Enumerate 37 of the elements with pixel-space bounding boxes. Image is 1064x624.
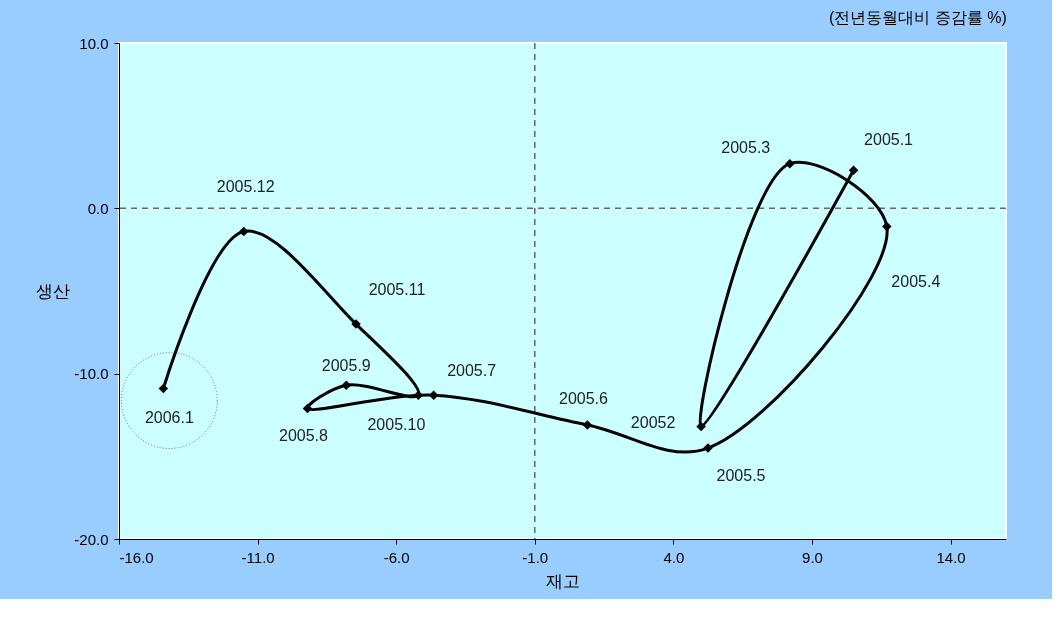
point bbox=[341, 380, 352, 390]
annotation: 2005.6 bbox=[558, 389, 609, 407]
y-axis-title: 생산 bbox=[35, 281, 70, 301]
annotation: 2005.9 bbox=[321, 357, 371, 375]
y-tick-label: 10.0 bbox=[79, 34, 109, 52]
annotation: 2005.3 bbox=[721, 138, 771, 156]
x-tick-label: 9.0 bbox=[802, 548, 823, 566]
y-tick-label: -20.0 bbox=[74, 530, 109, 548]
chart-title: (전년동월대비 증감률 %) bbox=[828, 9, 1007, 26]
x-tick-label: -11.0 bbox=[241, 548, 275, 566]
annotation: 2005.1 bbox=[864, 131, 914, 149]
x-tick-label: 4.0 bbox=[663, 548, 685, 566]
annotation: 2005.7 bbox=[447, 362, 497, 380]
x-tick-label: -6.0 bbox=[383, 548, 410, 566]
annotation: 2005.12 bbox=[216, 178, 275, 196]
point bbox=[238, 226, 249, 237]
x-axis-title: 재고 bbox=[546, 571, 580, 591]
annotation: 2005.5 bbox=[716, 467, 766, 485]
annotation: 2005.8 bbox=[279, 427, 329, 445]
point bbox=[848, 165, 859, 176]
point bbox=[882, 221, 892, 232]
x-tick-label: 14.0 bbox=[936, 548, 966, 566]
annotation: 20052 bbox=[630, 413, 676, 431]
y-tick-label: 0.0 bbox=[87, 199, 109, 217]
y-tick-label: -10.0 bbox=[74, 365, 109, 383]
point bbox=[785, 158, 795, 169]
point bbox=[582, 420, 593, 430]
annotation: 2005.10 bbox=[367, 416, 426, 434]
point bbox=[696, 421, 706, 432]
annotation: 2006.1 bbox=[144, 408, 194, 426]
annotation: 2005.4 bbox=[891, 272, 941, 290]
point bbox=[413, 390, 424, 400]
x-tick-label: -16.0 bbox=[119, 548, 154, 566]
point bbox=[158, 383, 169, 394]
annotation: 2005.11 bbox=[368, 281, 426, 299]
x-tick-label: -1.0 bbox=[522, 548, 549, 566]
point bbox=[302, 403, 313, 414]
